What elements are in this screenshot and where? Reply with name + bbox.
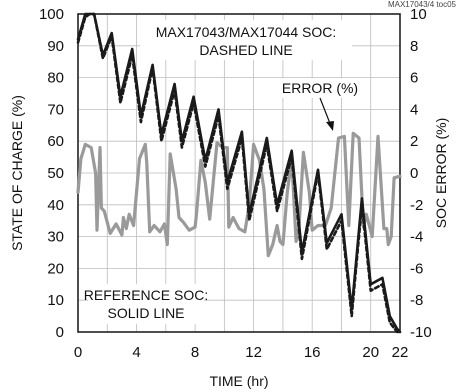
x-tick-label: 4	[132, 344, 140, 361]
y-left-tick-label: 70	[47, 101, 64, 118]
y-right-tick-label: 4	[410, 101, 418, 118]
dashed-line-annotation: MAX17043/MAX17044 SOC: DASHED LINE	[140, 20, 352, 60]
tick-labels: 0102030405060708090100-10-8-6-4-20246810…	[39, 6, 432, 361]
x-tick-label: 0	[74, 344, 82, 361]
y-right-axis-title: SOC ERROR (%)	[433, 118, 449, 228]
y-right-tick-label: 0	[410, 165, 418, 182]
y-left-tick-label: 40	[47, 197, 64, 214]
error-label: ERROR (%)	[282, 80, 358, 96]
solid-label-line-2: SOLID LINE	[107, 305, 184, 321]
error-annotation: ERROR (%)	[280, 78, 360, 131]
x-tick-label: 8	[191, 344, 199, 361]
y-left-tick-label: 30	[47, 229, 64, 246]
y-left-tick-label: 90	[47, 38, 64, 55]
error-pointer-line	[319, 97, 332, 127]
series-layer	[76, 12, 402, 334]
x-axis-title: TIME (hr)	[209, 373, 268, 389]
y-right-tick-label: 8	[410, 38, 418, 55]
y-left-axis-title: STATE OF CHARGE (%)	[9, 95, 25, 251]
error-pointer-arrowhead	[326, 121, 334, 131]
y-left-tick-label: 50	[47, 165, 64, 182]
x-tick-label: 22	[392, 344, 409, 361]
y-right-tick-label: -6	[410, 260, 423, 277]
y-right-tick-label: -10	[410, 324, 432, 341]
solid-label-line-1: REFERENCE SOC:	[84, 287, 208, 303]
y-right-tick-label: -2	[410, 197, 423, 214]
y-right-tick-label: 2	[410, 133, 418, 150]
y-left-tick-label: 60	[47, 133, 64, 150]
dashed-label-line-1: MAX17043/MAX17044 SOC:	[156, 24, 337, 40]
y-left-tick-label: 0	[56, 324, 64, 341]
y-left-tick-label: 10	[47, 292, 64, 309]
y-left-tick-label: 20	[47, 260, 64, 277]
y-left-tick-label: 100	[39, 6, 64, 23]
x-tick-label: 20	[362, 344, 379, 361]
y-right-tick-label: -8	[410, 292, 423, 309]
y-left-tick-label: 80	[47, 70, 64, 87]
figure-id: MAX17043/4 toc05	[388, 0, 457, 9]
dashed-label-line-2: DASHED LINE	[199, 42, 292, 58]
solid-line-annotation: REFERENCE SOC: SOLID LINE	[84, 284, 208, 324]
x-tick-label: 12	[245, 344, 262, 361]
x-tick-label: 16	[304, 344, 321, 361]
max17043-soc-line	[76, 12, 402, 334]
y-right-tick-label: 6	[410, 70, 418, 87]
y-right-tick-label: -4	[410, 229, 423, 246]
plot-frame	[77, 13, 401, 333]
y-right-tick-label: 10	[410, 6, 427, 23]
